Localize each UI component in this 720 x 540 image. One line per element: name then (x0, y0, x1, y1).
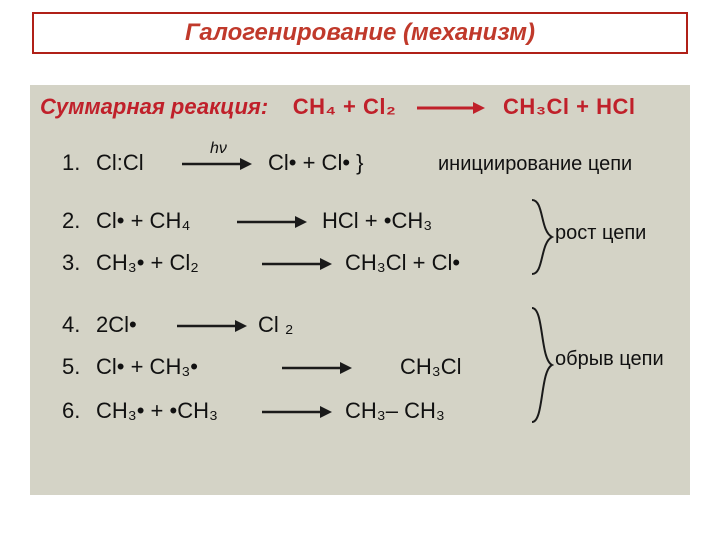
step-number: 4. (62, 312, 80, 338)
overall-reaction: Суммарная реакция: CH₄ + Cl₂ CH₃Cl + HCl (40, 94, 635, 120)
step-rhs: Cl ₂ (258, 312, 293, 338)
step-lhs: Cl• + CH₄ (96, 208, 190, 234)
step-rhs: CH₃– CH₃ (345, 398, 445, 424)
step-rhs: CH₃Cl + Cl• (345, 250, 460, 276)
step-number: 2. (62, 208, 80, 234)
step-number: 5. (62, 354, 80, 380)
annotation-termination: обрыв цепи (555, 348, 664, 371)
slide-title: Галогенирование (механизм) (185, 19, 535, 47)
arrow-icon (260, 254, 334, 274)
arrow-icon (235, 212, 309, 232)
overall-rhs: CH₃Cl + HCl (503, 94, 635, 119)
arrow-icon (180, 154, 254, 174)
step-lhs: 2Cl• (96, 312, 137, 338)
overall-lhs: CH₄ + Cl₂ (293, 94, 397, 119)
step-lhs: CH₃• + •CH₃ (96, 398, 218, 424)
overall-label: Суммарная реакция: (40, 94, 268, 119)
step-rhs: Cl• + Cl• } (268, 150, 364, 176)
step-rhs: CH₃Cl (400, 354, 462, 380)
step-number: 6. (62, 398, 80, 424)
annotation-initiation: инициирование цепи (438, 153, 632, 176)
step-number: 3. (62, 250, 80, 276)
brace-icon (530, 306, 554, 424)
mechanism-panel (30, 85, 690, 495)
step-lhs: Cl:Cl (96, 150, 144, 176)
step-number: 1. (62, 150, 80, 176)
arrow-icon (175, 316, 249, 336)
step-lhs: Cl• + CH₃• (96, 354, 198, 380)
arrow-icon (280, 358, 354, 378)
annotation-propagation: рост цепи (555, 222, 646, 245)
step-lhs: CH₃• + Cl₂ (96, 250, 199, 276)
arrow-icon (260, 402, 334, 422)
step-rhs: HCl + •CH₃ (322, 208, 432, 234)
brace-icon (530, 198, 554, 276)
arrow-icon (415, 99, 485, 117)
title-box: Галогенирование (механизм) (32, 12, 688, 54)
